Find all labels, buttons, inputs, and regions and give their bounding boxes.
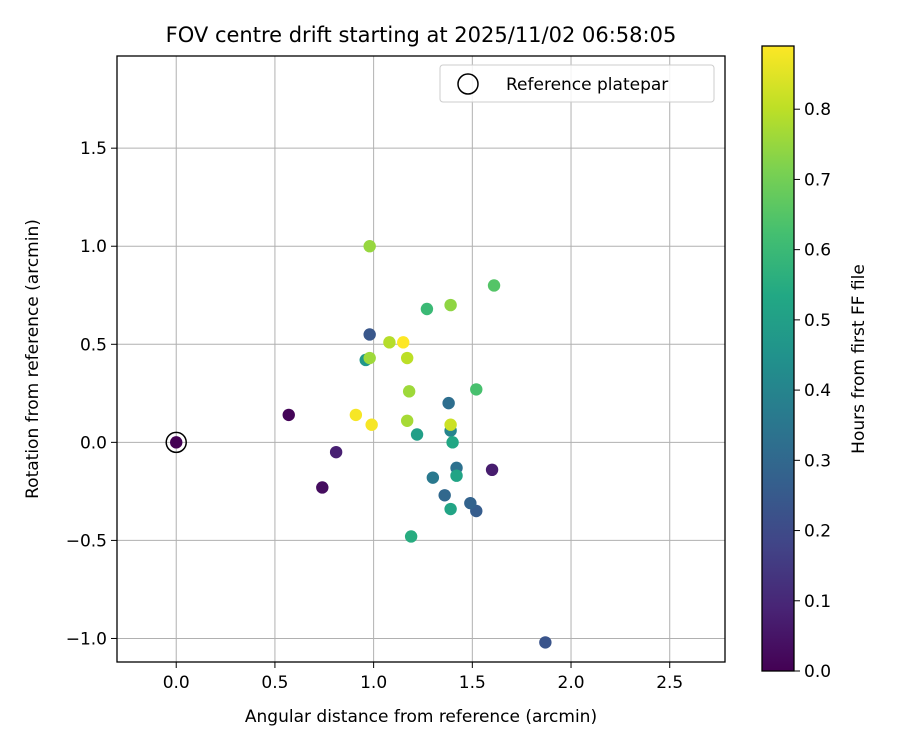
y-tick-label: 1.0	[80, 237, 107, 257]
legend-box	[439, 64, 715, 103]
colorbar-tick-label: 0.1	[804, 592, 831, 612]
data-point	[470, 383, 483, 396]
data-point	[363, 351, 376, 365]
y-tick-label: 0.5	[80, 335, 107, 355]
data-point	[316, 481, 329, 494]
data-point	[404, 530, 418, 543]
colorbar-tick-label: 0.3	[804, 451, 831, 471]
colorbar-tick-label: 0.5	[804, 311, 831, 331]
colorbar-tick-label: 0.7	[804, 170, 831, 190]
colorbar-tick-label: 0.4	[804, 381, 831, 401]
y-axis-label: Rotation from reference (arcmin)	[23, 219, 43, 499]
colorbar	[761, 45, 795, 672]
x-tick-label: 2.0	[558, 673, 585, 693]
y-axis-ticks: −1.0 −0.5 0.0 0.5 1.0 1.5	[66, 139, 117, 649]
data-point	[446, 436, 459, 449]
x-tick-label: 1.5	[459, 673, 486, 693]
data-point	[444, 502, 457, 516]
data-point	[363, 328, 376, 341]
data-point	[426, 471, 440, 484]
data-point	[402, 385, 416, 398]
colorbar-tick-label: 0.6	[804, 241, 831, 261]
x-tick-label: 2.5	[656, 673, 683, 693]
data-point	[365, 418, 378, 431]
data-point	[420, 302, 434, 316]
data-point	[282, 408, 295, 422]
x-axis-label: Angular distance from reference (arcmin)	[245, 707, 597, 727]
data-point	[450, 469, 463, 482]
grid	[117, 56, 725, 662]
data-point	[442, 396, 455, 410]
y-tick-label: 1.5	[80, 139, 107, 159]
data-point	[397, 336, 410, 349]
data-points	[170, 240, 552, 649]
x-tick-label: 0.5	[261, 673, 288, 693]
legend-reference-marker-icon	[457, 73, 479, 95]
y-tick-label: −0.5	[66, 531, 107, 551]
data-point	[464, 496, 477, 510]
reference-marker	[165, 431, 187, 454]
colorbar-ticks: 0.0 0.1 0.2 0.3 0.4 0.5 0.6 0.7 0.8	[794, 100, 831, 682]
data-point	[329, 445, 343, 459]
data-point	[444, 418, 457, 431]
x-axis-ticks: 0.0 0.5 1.0 1.5 2.0 2.5	[163, 662, 683, 693]
y-tick-label: −1.0	[66, 629, 107, 649]
x-tick-label: 0.0	[163, 673, 190, 693]
data-point	[539, 636, 552, 649]
plot-frame	[116, 55, 726, 663]
legend: Reference platepar	[439, 64, 715, 103]
colorbar-tick-label: 0.2	[804, 522, 831, 542]
chart-title: FOV centre drift starting at 2025/11/02 …	[166, 23, 677, 47]
data-point	[170, 436, 183, 449]
data-point	[363, 240, 376, 253]
data-point	[487, 279, 501, 292]
data-point	[400, 414, 414, 427]
data-point	[349, 408, 363, 422]
reference-point-marker	[165, 431, 187, 454]
colorbar-tick-label: 0.0	[804, 662, 831, 682]
y-tick-label: 0.0	[80, 433, 107, 453]
data-point	[383, 336, 396, 349]
x-tick-label: 1.0	[360, 673, 387, 693]
data-point	[400, 351, 414, 365]
legend-entry-reference: Reference platepar	[506, 75, 668, 95]
data-point	[485, 463, 499, 477]
data-point	[438, 489, 451, 502]
colorbar-label: Hours from first FF file	[849, 264, 869, 454]
data-point	[444, 298, 457, 312]
data-point	[410, 428, 424, 441]
colorbar-tick-label: 0.8	[804, 100, 831, 120]
